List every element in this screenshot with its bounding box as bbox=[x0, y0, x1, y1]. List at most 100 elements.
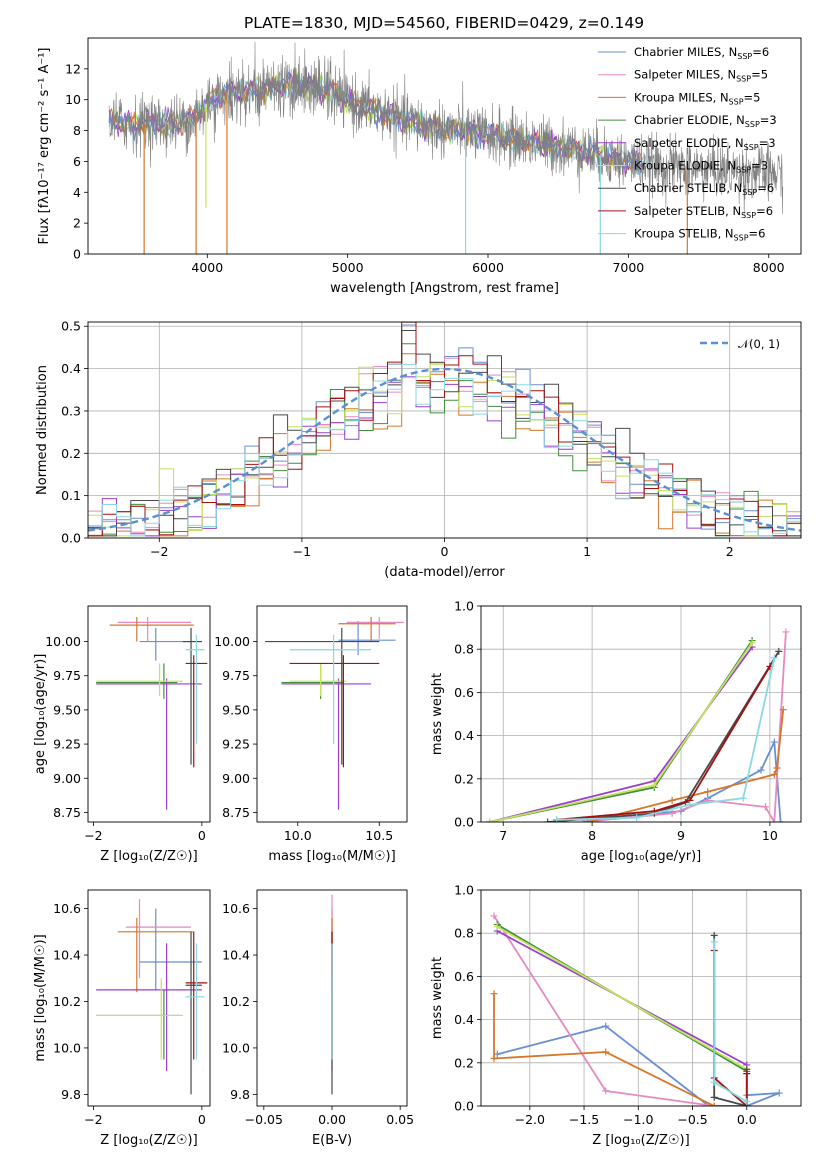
x-tick-label: 10.0 bbox=[284, 828, 312, 843]
x-tick-label: 9 bbox=[677, 828, 685, 843]
y-axis-label: mass [log₁₀(M/M☉)] bbox=[33, 934, 48, 1061]
x-axis-label: Z [log₁₀(Z/Z☉)] bbox=[592, 1133, 689, 1148]
x-tick-label: −1.5 bbox=[569, 1112, 599, 1127]
weight-line-chabrier-miles bbox=[497, 1025, 780, 1106]
x-tick-label: 0.05 bbox=[386, 1112, 414, 1127]
weight-line-kroupa-miles bbox=[587, 709, 785, 822]
normal-curve bbox=[88, 367, 801, 532]
y-tick-label: 0.3 bbox=[61, 403, 81, 418]
y-tick-label: 0.8 bbox=[454, 642, 474, 657]
weight-line-kroupa-stelib bbox=[713, 941, 748, 1103]
y-axis-label: mass weight bbox=[430, 673, 445, 755]
y-tick-label: 0.2 bbox=[454, 771, 474, 786]
figure-title: PLATE=1830, MJD=54560, FIBERID=0429, z=0… bbox=[244, 14, 644, 32]
weight-marker bbox=[770, 770, 778, 778]
y-tick-label: 10.6 bbox=[222, 901, 250, 916]
y-tick-label: 8.75 bbox=[222, 805, 250, 820]
x-tick-label: 7000 bbox=[612, 260, 644, 275]
y-tick-label: 0 bbox=[73, 247, 81, 262]
legend-label: Kroupa ELODIE, NSSP=3 bbox=[634, 159, 768, 175]
x-tick-label: −2 bbox=[150, 544, 168, 559]
weight-marker bbox=[770, 818, 778, 822]
x-axis-label: Z [log₁₀(Z/Z☉)] bbox=[100, 849, 197, 864]
plot-area bbox=[96, 899, 208, 1095]
weight-line-salpeter-stelib bbox=[713, 950, 748, 1106]
weight-line-kroupa-elodie bbox=[496, 925, 748, 1071]
legend-label: Salpeter STELIB, NSSP=6 bbox=[634, 204, 773, 220]
axes-frame bbox=[480, 605, 802, 823]
plot-area bbox=[486, 628, 790, 822]
weight-marker bbox=[633, 814, 641, 822]
weight-marker bbox=[650, 781, 658, 789]
x-tick-label: 0 bbox=[198, 828, 206, 843]
y-tick-label: 0.6 bbox=[454, 969, 474, 984]
weight-marker bbox=[602, 1087, 610, 1095]
weight-marker bbox=[775, 647, 783, 655]
residuals-panel: −2 −1 0 1 2 0.0 0.1 0.2 0.3 0.4 0.5 (data-model)/er… bbox=[35, 319, 802, 580]
y-axis-label: Flux [fλ10⁻¹⁷ erg cm⁻² s⁻¹ A⁻¹] bbox=[37, 48, 52, 245]
y-tick-label: 6 bbox=[73, 154, 81, 169]
weight-line-kroupa-stelib bbox=[556, 657, 776, 821]
weight-marker bbox=[770, 738, 778, 746]
weight-marker bbox=[743, 1098, 751, 1106]
weight-vs-metallicity-panel: −2.0 −1.5 −1.0 −0.5 0.0 0.0 0.2 0.4 0.6 0.8 1.0 Z [… bbox=[430, 883, 802, 1148]
x-tick-label: 10 bbox=[762, 828, 778, 843]
x-tick-label: −2.0 bbox=[515, 1112, 545, 1127]
x-tick-label: 2 bbox=[726, 544, 734, 559]
x-tick-label: 8000 bbox=[753, 260, 785, 275]
axes-frame bbox=[87, 889, 211, 1107]
weight-marker bbox=[493, 923, 501, 931]
y-tick-label: 0.0 bbox=[454, 815, 474, 830]
axes-frame bbox=[87, 321, 802, 539]
y-tick-label: 10.4 bbox=[53, 948, 81, 963]
x-tick-label: −1 bbox=[293, 544, 311, 559]
y-tick-label: 9.00 bbox=[222, 771, 250, 786]
axes-frame bbox=[87, 605, 211, 823]
weight-line-salpeter-miles bbox=[583, 631, 787, 822]
axes-frame bbox=[480, 889, 802, 1107]
plot-area bbox=[108, 41, 784, 254]
weight-marker bbox=[775, 1089, 783, 1097]
y-tick-label: 0.2 bbox=[454, 1055, 474, 1070]
y-tick-label: 8 bbox=[73, 123, 81, 138]
x-tick-label: 0 bbox=[198, 1112, 206, 1127]
legend-label: Chabrier ELODIE, NSSP=3 bbox=[634, 113, 777, 129]
grid bbox=[481, 889, 801, 1107]
y-tick-label: 10.0 bbox=[222, 1040, 250, 1055]
y-tick-label: 9.00 bbox=[53, 771, 81, 786]
y-tick-label: 0.4 bbox=[454, 728, 474, 743]
weight-marker bbox=[782, 628, 790, 636]
plot-area bbox=[265, 616, 404, 810]
x-tick-label: 5000 bbox=[332, 260, 364, 275]
y-tick-label: 0.6 bbox=[454, 685, 474, 700]
weight-marker bbox=[544, 818, 552, 822]
x-tick-label: 8 bbox=[588, 828, 596, 843]
weight-marker bbox=[748, 639, 756, 647]
y-tick-label: 9.75 bbox=[222, 668, 250, 683]
x-tick-label: −1.0 bbox=[623, 1112, 653, 1127]
x-tick-label: 4000 bbox=[191, 260, 223, 275]
axes-frame bbox=[256, 889, 408, 1107]
y-tick-label: 9.25 bbox=[53, 737, 81, 752]
mass-vs-metallicity-panel: −2 0 9.8 10.0 10.2 10.4 10.6 Z [log₁₀(Z/Z☉)] mas… bbox=[33, 889, 211, 1148]
weight-marker bbox=[770, 654, 778, 662]
spectrum-panel: 4000 5000 6000 7000 8000 0 2 4 6 8 10 12 wavelength … bbox=[37, 37, 802, 296]
x-tick-label: 0.00 bbox=[318, 1112, 346, 1127]
weight-marker bbox=[493, 1050, 501, 1058]
weight-marker bbox=[743, 1070, 751, 1078]
weight-marker bbox=[739, 794, 747, 802]
legend-label: Chabrier STELIB, NSSP=6 bbox=[634, 181, 774, 197]
axes-frame bbox=[256, 605, 408, 823]
legend-label: Chabrier MILES, NSSP=6 bbox=[634, 45, 769, 61]
x-axis-label: (data-model)/error bbox=[384, 565, 505, 580]
y-tick-label: 10.2 bbox=[222, 994, 250, 1009]
plot-area bbox=[96, 616, 208, 810]
age-vs-mass-panel: 10.0 10.5 8.75 9.00 9.25 9.50 9.75 10.00 mass [l… bbox=[214, 605, 408, 864]
weight-marker bbox=[779, 706, 787, 714]
plot-area bbox=[490, 912, 783, 1106]
weight-marker bbox=[777, 818, 785, 822]
y-tick-label: 10 bbox=[65, 92, 81, 107]
weight-marker bbox=[710, 931, 718, 939]
weight-marker bbox=[486, 818, 494, 822]
